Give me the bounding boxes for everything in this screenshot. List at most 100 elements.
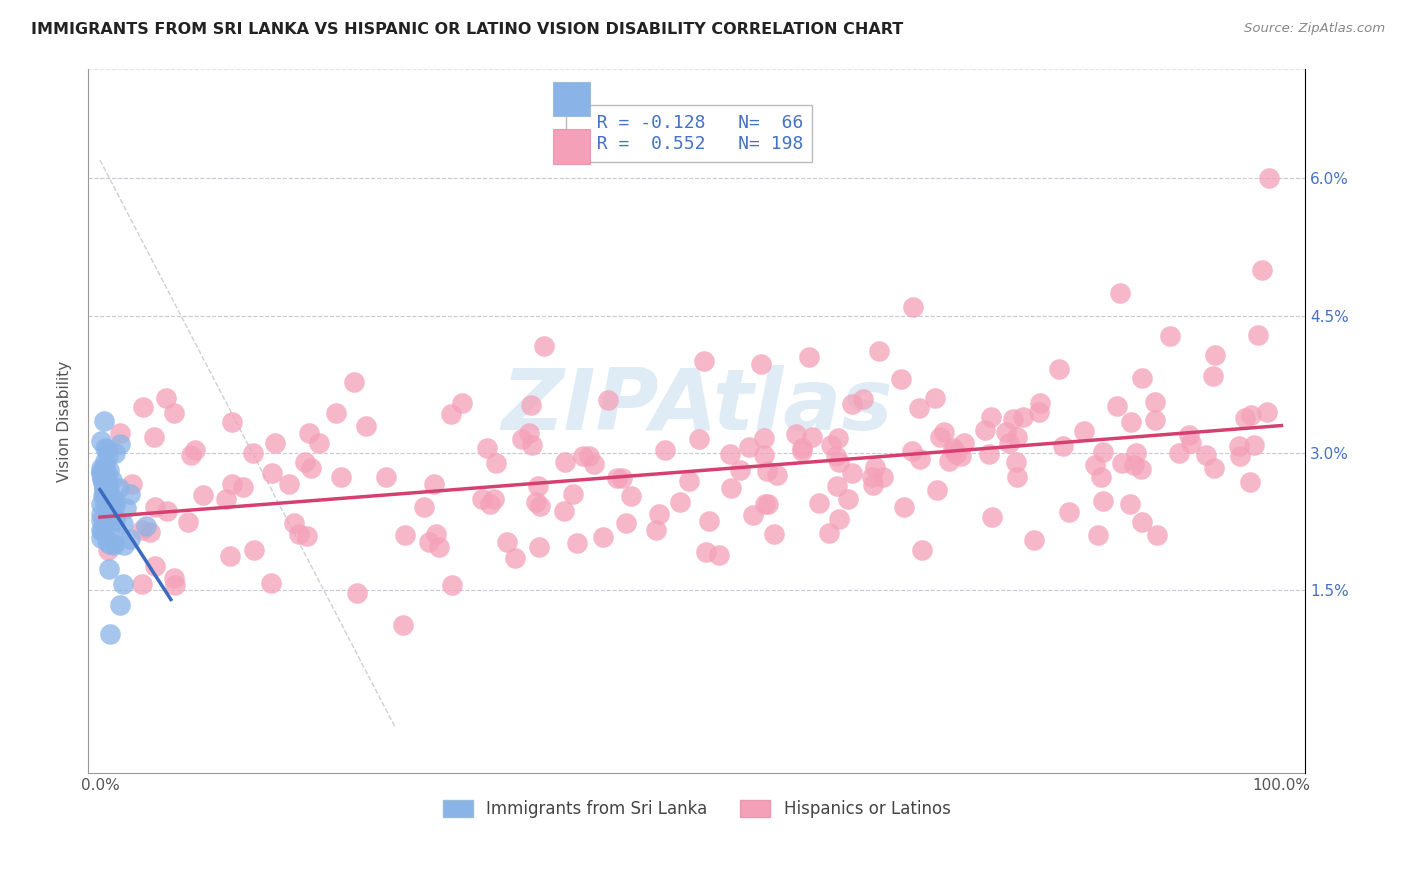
Point xyxy=(485,456,508,470)
Point xyxy=(163,406,186,420)
Point xyxy=(837,491,859,506)
Point xyxy=(738,441,761,455)
Point xyxy=(998,436,1021,450)
Point xyxy=(1243,437,1265,451)
Point xyxy=(93,498,115,512)
Point xyxy=(111,517,134,532)
Point xyxy=(1234,411,1257,425)
Point xyxy=(412,500,434,515)
Point xyxy=(825,479,848,493)
Point xyxy=(221,477,243,491)
Point xyxy=(108,481,131,495)
Point xyxy=(678,474,700,488)
Point xyxy=(104,498,127,512)
Point xyxy=(93,482,115,496)
Point xyxy=(1111,456,1133,470)
FancyBboxPatch shape xyxy=(553,81,589,117)
Point xyxy=(818,525,841,540)
Point xyxy=(97,476,120,491)
Point xyxy=(1125,445,1147,459)
Point xyxy=(100,516,122,531)
Point xyxy=(1144,413,1167,427)
Point xyxy=(180,448,202,462)
Point xyxy=(614,516,637,530)
Point xyxy=(1256,405,1278,419)
Point xyxy=(242,446,264,460)
Point xyxy=(440,577,463,591)
Point xyxy=(94,454,117,468)
Point xyxy=(756,464,779,478)
Point xyxy=(143,500,166,515)
Point xyxy=(1202,461,1225,475)
Point xyxy=(1007,470,1029,484)
Text: R = -0.128   N=  66
  R =  0.552   N= 198: R = -0.128 N= 66 R = 0.552 N= 198 xyxy=(575,114,803,153)
Point xyxy=(533,339,555,353)
Point xyxy=(191,487,214,501)
Point xyxy=(907,401,929,416)
Point xyxy=(527,540,550,554)
Point xyxy=(97,483,120,497)
Point xyxy=(799,351,821,365)
Point xyxy=(862,477,884,491)
Point xyxy=(520,398,543,412)
Point xyxy=(841,466,863,480)
Point xyxy=(567,536,589,550)
Point xyxy=(94,469,117,483)
Point xyxy=(929,430,952,444)
Point xyxy=(103,538,125,552)
Point xyxy=(827,431,849,445)
Point xyxy=(111,577,134,591)
Point xyxy=(155,391,177,405)
Point xyxy=(96,472,118,486)
Point xyxy=(730,463,752,477)
Point xyxy=(925,483,948,497)
Point xyxy=(218,549,240,564)
Point xyxy=(110,426,132,441)
Point xyxy=(1091,494,1114,508)
Point xyxy=(100,513,122,527)
Point xyxy=(394,527,416,541)
Point xyxy=(1052,439,1074,453)
Point xyxy=(103,536,125,550)
Point xyxy=(451,395,474,409)
Point xyxy=(754,497,776,511)
Point xyxy=(942,442,965,457)
Point xyxy=(97,543,120,558)
Point xyxy=(423,477,446,491)
Point xyxy=(741,508,763,522)
Point xyxy=(644,524,666,538)
Point xyxy=(495,534,517,549)
Point xyxy=(1251,263,1274,277)
Point xyxy=(980,409,1002,424)
Point xyxy=(98,627,121,641)
Point xyxy=(526,479,548,493)
Point xyxy=(1084,458,1107,473)
Point xyxy=(756,497,779,511)
Point xyxy=(720,447,742,461)
Point xyxy=(1092,445,1115,459)
Point xyxy=(177,515,200,529)
Point xyxy=(524,495,547,509)
Point xyxy=(553,504,575,518)
Point xyxy=(374,469,396,483)
Point xyxy=(242,542,264,557)
Point xyxy=(121,477,143,491)
Point xyxy=(283,516,305,530)
Point xyxy=(90,434,112,448)
Point xyxy=(418,534,440,549)
Text: IMMIGRANTS FROM SRI LANKA VS HISPANIC OR LATINO VISION DISABILITY CORRELATION CH: IMMIGRANTS FROM SRI LANKA VS HISPANIC OR… xyxy=(31,22,903,37)
Point xyxy=(908,452,931,467)
Point xyxy=(260,467,283,481)
Point xyxy=(709,548,731,562)
Point xyxy=(1227,439,1250,453)
Point xyxy=(1202,369,1225,384)
Point xyxy=(325,406,347,420)
Point xyxy=(828,455,851,469)
Point xyxy=(98,562,121,576)
Point xyxy=(1011,409,1033,424)
Point xyxy=(785,427,807,442)
Point xyxy=(517,426,540,441)
Point xyxy=(96,466,118,480)
Point xyxy=(295,529,318,543)
Point xyxy=(1087,528,1109,542)
